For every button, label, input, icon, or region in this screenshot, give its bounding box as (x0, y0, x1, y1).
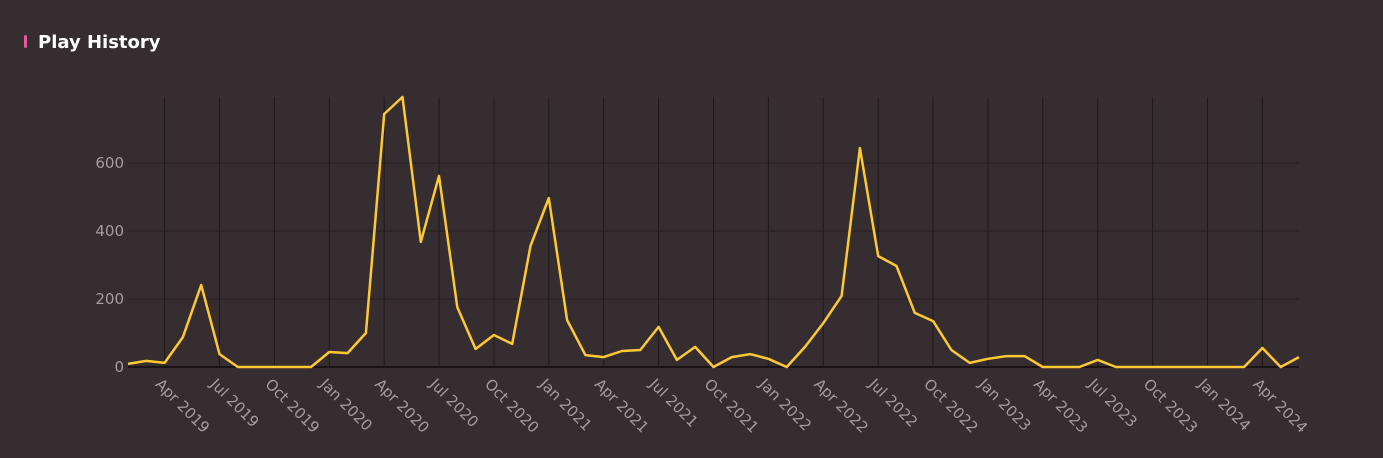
line (127, 95, 1300, 369)
x-tick-label: Jan 2023 (974, 374, 1034, 434)
x-tick-label: Jan 2022 (755, 374, 815, 434)
y-tick-label: 200 (95, 290, 124, 308)
y-tick-label: 0 (114, 358, 124, 376)
x-tick-label: Oct 2019 (262, 375, 323, 436)
x-tick-label: Jul 2022 (865, 374, 922, 431)
x-tick-label: Apr 2019 (152, 375, 213, 436)
x-tick-label: Jan 2020 (316, 374, 376, 434)
x-tick-label: Apr 2021 (591, 375, 652, 436)
x-tick-label: Jan 2021 (535, 374, 595, 434)
x-tick-label: Apr 2023 (1030, 375, 1091, 436)
x-tick-label: Apr 2020 (371, 375, 432, 436)
x-tick-label: Jul 2021 (645, 374, 702, 431)
x-tick-label: Oct 2020 (481, 375, 542, 436)
x-tick-label: Jul 2019 (206, 374, 263, 431)
chart-title: Play History (38, 32, 161, 53)
x-tick-label: Oct 2022 (920, 375, 981, 436)
x-tick-label: Oct 2023 (1140, 375, 1201, 436)
x-tick-label: Oct 2021 (701, 375, 762, 436)
y-tick-label: 400 (95, 222, 124, 240)
x-tick-label: Jul 2023 (1084, 374, 1141, 431)
x-tick-label: Jan 2024 (1194, 374, 1254, 434)
x-tick-label: Jul 2020 (426, 374, 483, 431)
x-tick-label: Apr 2024 (1250, 375, 1311, 436)
y-tick-label: 600 (95, 154, 124, 172)
title-accent (24, 35, 27, 48)
x-tick-label: Apr 2022 (810, 375, 871, 436)
